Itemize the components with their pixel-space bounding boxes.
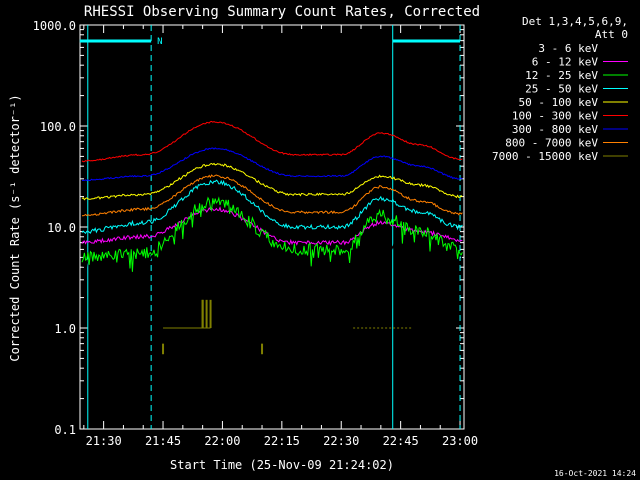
y-axis-label: Corrected Count Rate (s⁻¹ detector⁻¹) bbox=[8, 94, 22, 361]
legend-header-1: Det 1,3,4,5,6,9, bbox=[522, 15, 628, 28]
series-line bbox=[81, 162, 463, 201]
x-tick-label: 22:30 bbox=[323, 434, 359, 448]
plot-area: 0.1 1.0 10.0 100.0 1000.0 21:30 21:45 22:00 22:1… bbox=[33, 19, 478, 448]
series-line bbox=[81, 206, 463, 247]
legend-label: 7000 - 15000 keV bbox=[492, 150, 598, 163]
x-tick-label: 22:00 bbox=[204, 434, 240, 448]
legend-label: 300 - 800 keV bbox=[512, 123, 598, 136]
y-tick-label: 1.0 bbox=[54, 322, 76, 336]
flag-label: N bbox=[157, 37, 162, 47]
footer-timestamp: 16-Oct-2021 14:24 bbox=[554, 469, 636, 478]
x-axis-label: Start Time (25-Nov-09 21:24:02) bbox=[170, 458, 394, 472]
legend-label: 6 - 12 keV bbox=[532, 56, 599, 69]
legend-label: 25 - 50 keV bbox=[525, 83, 598, 96]
x-tick-label: 22:15 bbox=[264, 434, 300, 448]
legend-label: 50 - 100 keV bbox=[519, 96, 599, 109]
x-tick-label: 23:00 bbox=[442, 434, 478, 448]
legend-header-2: Att 0 bbox=[595, 28, 628, 41]
legend-label: 3 - 6 keV bbox=[538, 42, 598, 55]
legend-label: 12 - 25 keV bbox=[525, 69, 598, 82]
y-tick-label: 100.0 bbox=[40, 120, 76, 134]
y-tick-label: 1000.0 bbox=[33, 19, 76, 33]
series-line bbox=[81, 179, 463, 235]
series-line bbox=[82, 174, 463, 217]
series-line bbox=[81, 120, 463, 163]
y-tick-label: 0.1 bbox=[54, 423, 76, 437]
series-line bbox=[81, 196, 463, 272]
x-tick-label: 21:45 bbox=[145, 434, 181, 448]
x-tick-label: 22:45 bbox=[383, 434, 419, 448]
x-tick-label: 21:30 bbox=[86, 434, 122, 448]
plot-frame bbox=[79, 24, 465, 430]
legend-label: 800 - 7000 keV bbox=[505, 137, 598, 150]
series-line bbox=[81, 147, 463, 182]
chart-title: RHESSI Observing Summary Count Rates, Co… bbox=[84, 4, 480, 20]
legend-label: 100 - 300 keV bbox=[512, 110, 598, 123]
y-tick-label: 10.0 bbox=[47, 221, 76, 235]
